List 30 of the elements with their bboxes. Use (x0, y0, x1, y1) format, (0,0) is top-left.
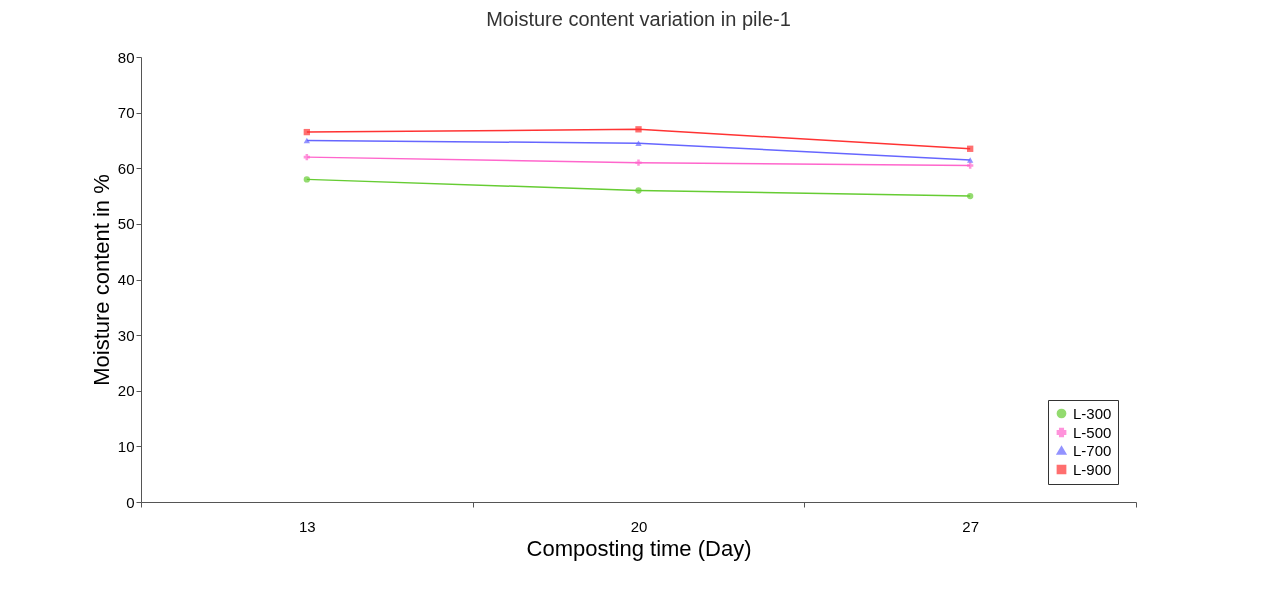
point (967, 192, 974, 200)
point (967, 162, 974, 169)
legend-label: L-700 (1073, 441, 1112, 459)
point (967, 145, 974, 152)
legend-label: L-300 (1073, 404, 1112, 422)
point (635, 140, 642, 146)
point (303, 128, 310, 136)
y-axis-title: Moisture content in % (88, 174, 114, 386)
x-tick-label: 13 (298, 517, 316, 535)
point (303, 137, 310, 144)
y-tick-label: 40 (117, 271, 135, 288)
point (635, 159, 642, 166)
y-tick-label: 70 (117, 104, 135, 122)
y-tick-label: 0 (126, 493, 135, 511)
point (303, 176, 310, 183)
x-tick-label: 20 (630, 517, 648, 535)
point (967, 157, 974, 163)
x-tick-label: 27 (962, 517, 980, 535)
y-tick-label: 50 (117, 215, 135, 233)
y-tick-label: 60 (117, 159, 135, 177)
y-tick-label: 80 (117, 48, 135, 66)
y-tick-label: 10 (117, 437, 135, 455)
legend-label: L-900 (1073, 460, 1112, 478)
y-tick-label: 20 (117, 382, 135, 400)
point (635, 126, 642, 133)
legend-label: L-500 (1073, 423, 1112, 441)
chart-title: Moisture content variation in pile-1 (486, 8, 791, 30)
point (635, 187, 642, 194)
y-tick-label: 30 (117, 326, 135, 344)
x-axis-title: Composting time (Day) (526, 535, 752, 561)
